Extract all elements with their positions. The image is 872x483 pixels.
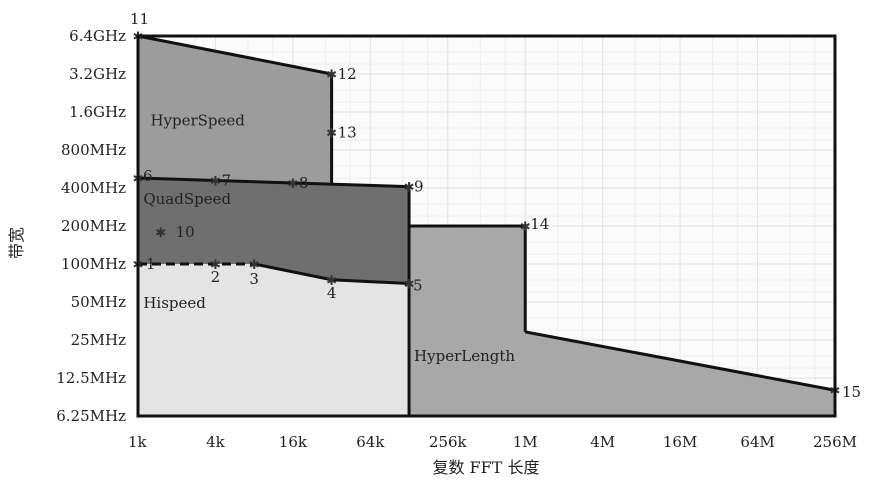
y-tick-label: 3.2GHz — [69, 65, 126, 83]
region-label-quadspeed: QuadSpeed — [143, 190, 231, 208]
y-tick-labels: 6.25MHz 12.5MHz 25MHz 50MHz 100MHz 200MHz 400M… — [56, 27, 126, 425]
point-marker-4: ✱ — [326, 274, 337, 289]
point-label-4: 4 — [327, 284, 337, 302]
region-quadspeed — [138, 178, 410, 284]
y-tick-label: 25MHz — [71, 331, 127, 349]
y-tick-label: 1.6GHz — [69, 103, 126, 121]
point-marker-7: ✱ — [210, 174, 221, 189]
y-tick-label: 12.5MHz — [56, 369, 126, 387]
y-axis-label: 带宽 — [7, 227, 26, 259]
boundary-hispeed-slope1 — [253, 262, 332, 282]
point-label-1: 1 — [146, 255, 156, 273]
point-label-8: 8 — [299, 174, 309, 192]
region-hispeed — [138, 264, 410, 416]
x-tick-label: 1M — [513, 433, 538, 451]
x-tick-labels: 1k 4k 16k 64k 256k 1M 4M 16M 64M 256M — [128, 433, 857, 451]
y-tick-label: 800MHz — [61, 141, 126, 159]
x-axis-label: 复数 FFT 长度 — [432, 458, 539, 477]
point-label-11: 11 — [130, 10, 149, 28]
boundary-hispeed-slope2 — [331, 278, 410, 286]
boundary-hyperspeed-top — [137, 34, 332, 76]
region-hyperspeed — [138, 36, 332, 184]
y-tick-label: 6.4GHz — [69, 27, 126, 45]
y-tick-label: 6.25MHz — [56, 407, 126, 425]
point-label-14: 14 — [530, 215, 549, 233]
point-label-13: 13 — [338, 124, 357, 142]
region-hyperlength — [409, 226, 835, 416]
point-marker-9: ✱ — [404, 181, 415, 196]
point-marker-14: ✱ — [520, 220, 531, 235]
point-marker-10: ✱ — [155, 226, 166, 241]
point-label-12: 12 — [338, 65, 357, 83]
boundary-hyperlength-slope — [524, 330, 836, 392]
region-label-hyperlength: HyperLength — [414, 347, 515, 365]
y-tick-label: 200MHz — [61, 217, 126, 235]
point-label-15: 15 — [842, 383, 861, 401]
point-label-2: 2 — [211, 268, 221, 286]
region-boundaries — [137, 34, 836, 416]
point-marker-8: ✱ — [287, 177, 298, 192]
x-tick-label: 4M — [590, 433, 615, 451]
point-label-6: 6 — [143, 167, 153, 185]
x-tick-label: 16k — [279, 433, 308, 451]
y-tick-label: 400MHz — [61, 179, 126, 197]
point-marker-3: ✱ — [249, 258, 260, 273]
point-label-10: 10 — [176, 223, 195, 241]
region-labels: Hispeed QuadSpeed HyperSpeed HyperLength — [143, 112, 515, 366]
point-marker-5: ✱ — [404, 278, 415, 293]
x-tick-label: 64M — [740, 433, 774, 451]
regions — [138, 36, 835, 416]
point-label-9: 9 — [414, 178, 424, 196]
x-tick-label: 256M — [813, 433, 857, 451]
point-label-3: 3 — [249, 270, 259, 288]
boundary-quadspeed-top — [137, 176, 410, 189]
point-marker-13: ✱ — [326, 127, 337, 142]
x-tick-label: 64k — [356, 433, 385, 451]
point-marker-12: ✱ — [326, 68, 337, 83]
point-marker-2: ✱ — [210, 258, 221, 273]
point-label-7: 7 — [221, 171, 231, 189]
plot-frame — [136, 34, 837, 418]
x-tick-label: 1k — [128, 433, 148, 451]
y-tick-label: 100MHz — [61, 255, 126, 273]
x-tick-label: 256k — [429, 433, 468, 451]
point-label-5: 5 — [413, 277, 423, 295]
region-label-hyperspeed: HyperSpeed — [150, 112, 245, 130]
region-label-hispeed: Hispeed — [143, 294, 206, 312]
x-tick-label: 16M — [663, 433, 697, 451]
y-tick-label: 50MHz — [71, 293, 127, 311]
x-tick-label: 4k — [206, 433, 226, 451]
